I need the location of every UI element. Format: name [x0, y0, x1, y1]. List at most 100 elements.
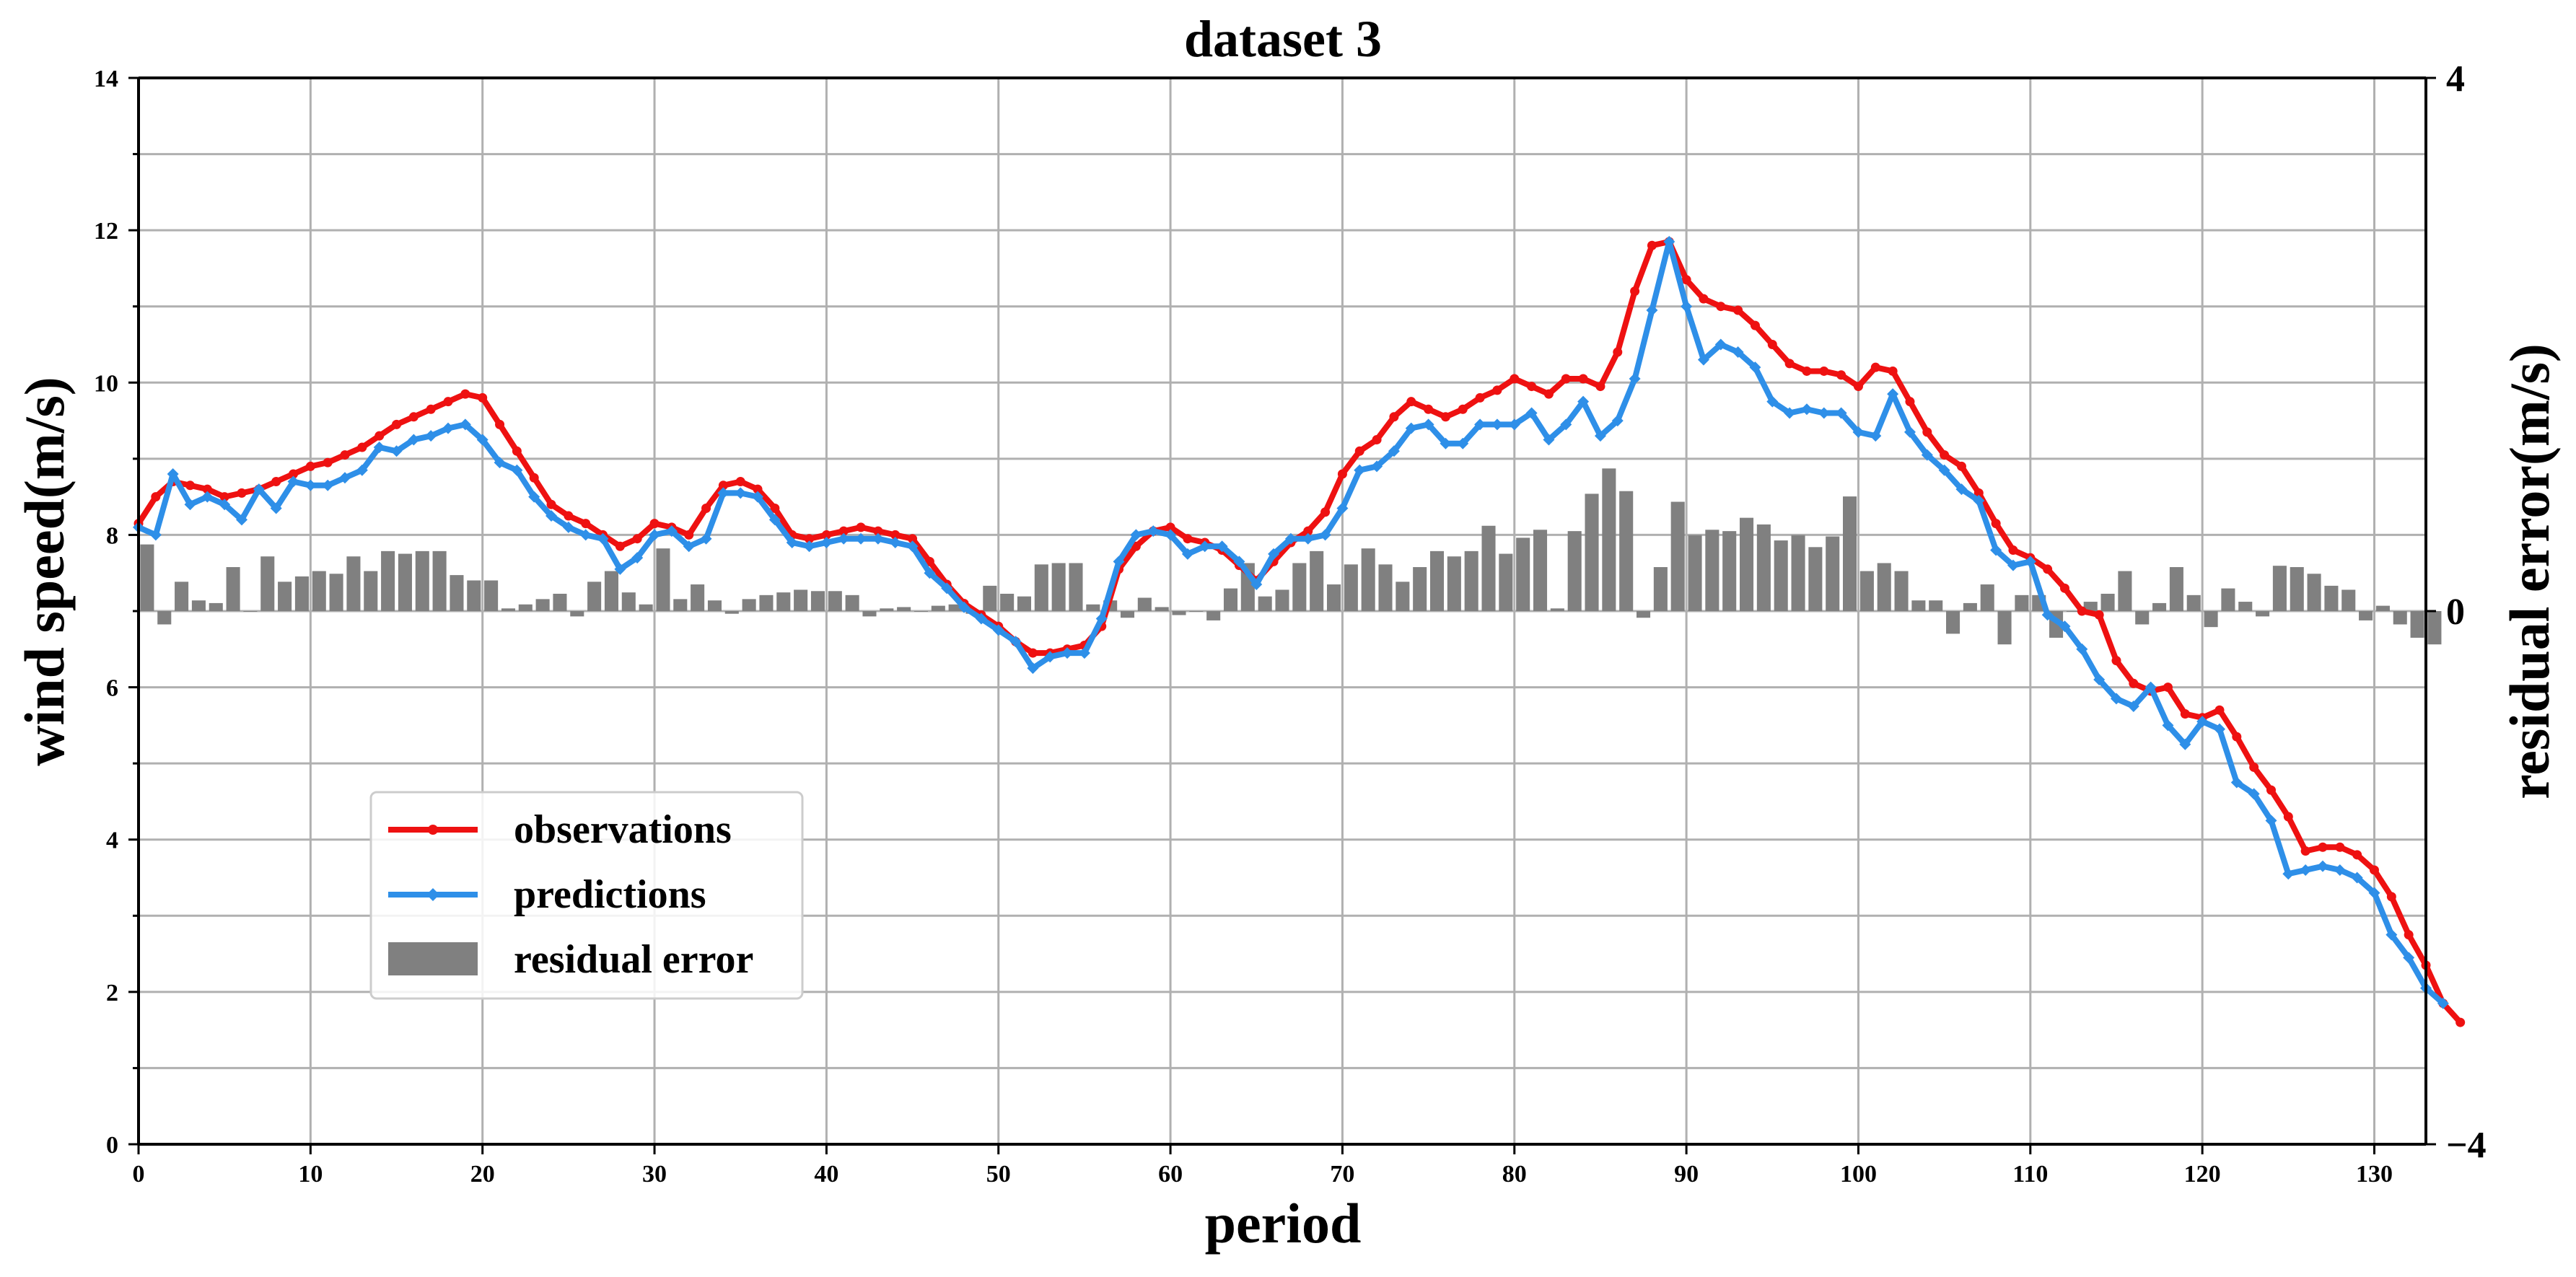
- observations-point: [1406, 397, 1416, 407]
- residual-bar: [1000, 593, 1015, 611]
- predictions-point: [322, 479, 334, 491]
- observations-point: [1510, 374, 1520, 384]
- residual-bar: [260, 556, 275, 611]
- residual-bar: [1447, 556, 1461, 611]
- predictions-point: [2127, 700, 2139, 712]
- residual-bar: [1740, 517, 1754, 611]
- grid: [137, 78, 2426, 1144]
- residual-bar: [1069, 563, 1083, 611]
- observations-point: [1028, 648, 1038, 658]
- observations-point: [1767, 340, 1777, 349]
- legend-item-residual-error: residual error: [388, 937, 753, 982]
- observations-point: [890, 530, 901, 540]
- predictions-point: [408, 434, 420, 446]
- residual-bar: [209, 602, 223, 611]
- predictions-point: [305, 479, 317, 491]
- predictions-point: [1646, 304, 1658, 316]
- x-tick-label: 100: [1840, 1161, 1877, 1188]
- observations-point: [219, 492, 229, 502]
- predictions-point: [700, 532, 712, 545]
- observations-point: [1389, 412, 1399, 422]
- observations-point: [2300, 846, 2310, 856]
- residual-bar: [2256, 611, 2270, 617]
- residual-bar: [278, 582, 292, 611]
- observations-point: [2180, 709, 2190, 719]
- predictions-point: [579, 529, 592, 541]
- predictions-point: [1714, 338, 1727, 351]
- observations-point: [873, 526, 883, 536]
- predictions-point: [2351, 872, 2363, 884]
- residual-bar: [1481, 525, 1496, 611]
- y-tick-label: 10: [94, 370, 118, 397]
- residual-bar: [2100, 593, 2115, 611]
- predictions-point: [649, 529, 661, 541]
- residual-bar: [828, 591, 842, 611]
- predictions-point: [2230, 776, 2243, 789]
- residual-bar: [2359, 611, 2373, 620]
- observations-point: [1750, 320, 1760, 330]
- predictions-point: [1887, 388, 1899, 400]
- observations-point: [1424, 404, 1434, 414]
- residual-bar: [1137, 597, 1152, 611]
- residual-bar: [1120, 611, 1135, 618]
- predictions-point: [2213, 723, 2225, 735]
- predictions-point: [1354, 464, 1366, 476]
- observations-point: [546, 499, 556, 509]
- y-tick-label: 4: [106, 828, 118, 854]
- predictions-point: [1095, 613, 1108, 625]
- residual-bar: [1361, 548, 1375, 611]
- predictions-point: [768, 514, 781, 526]
- predictions-point: [975, 613, 987, 625]
- observations-point: [1527, 382, 1537, 392]
- predictions-point: [2093, 674, 2106, 686]
- observations-point: [1699, 294, 1709, 304]
- predictions-point: [855, 532, 867, 545]
- observations-point: [908, 534, 918, 544]
- residual-bar: [140, 544, 154, 611]
- residual-bar: [2118, 571, 2132, 611]
- observations-point: [2318, 842, 2328, 852]
- legend-item-predictions: predictions: [388, 872, 706, 917]
- observations-point: [305, 461, 315, 471]
- predictions-point: [1250, 579, 1263, 591]
- predictions-point: [1560, 418, 1572, 431]
- observations-point: [1940, 450, 1950, 460]
- residual-bar: [948, 604, 963, 611]
- predictions-point: [1921, 449, 1933, 461]
- residual-bar: [2290, 567, 2304, 611]
- predictions-point: [1491, 418, 1503, 431]
- observations-point: [838, 526, 849, 536]
- predictions-point: [149, 529, 162, 541]
- residual-bar: [175, 582, 189, 611]
- residual-bar: [1585, 493, 1599, 611]
- residual-bar: [1516, 537, 1530, 611]
- residual-bar: [880, 608, 894, 611]
- residual-bar: [2135, 611, 2150, 625]
- observations-point: [202, 484, 212, 494]
- residual-bar: [518, 604, 533, 611]
- residual-bar: [364, 571, 378, 611]
- observations-point: [1888, 366, 1898, 376]
- residual-bar: [1499, 553, 1513, 611]
- observations-point: [2266, 785, 2276, 795]
- x-tick-label: 80: [1502, 1161, 1527, 1188]
- observations-point: [2369, 865, 2379, 875]
- predictions-point: [1543, 434, 1555, 446]
- residual-bar: [1808, 547, 1823, 611]
- predictions-point: [958, 601, 971, 613]
- predictions-point: [390, 445, 403, 457]
- residual-bar: [243, 611, 258, 612]
- observations-point: [2283, 812, 2293, 822]
- residual-bar: [1963, 602, 1977, 611]
- predictions-point: [1508, 418, 1520, 431]
- residual-bar: [707, 600, 722, 611]
- observations-point: [1492, 385, 1502, 395]
- observations-point: [1613, 347, 1623, 357]
- x-tick-label: 50: [986, 1161, 1011, 1188]
- predictions-point: [1629, 373, 1641, 385]
- observations-point: [856, 522, 866, 532]
- predictions-point: [2437, 997, 2449, 1009]
- predictions-point: [253, 483, 265, 496]
- predictions-point: [2179, 738, 2191, 750]
- predictions-point: [1955, 483, 1968, 496]
